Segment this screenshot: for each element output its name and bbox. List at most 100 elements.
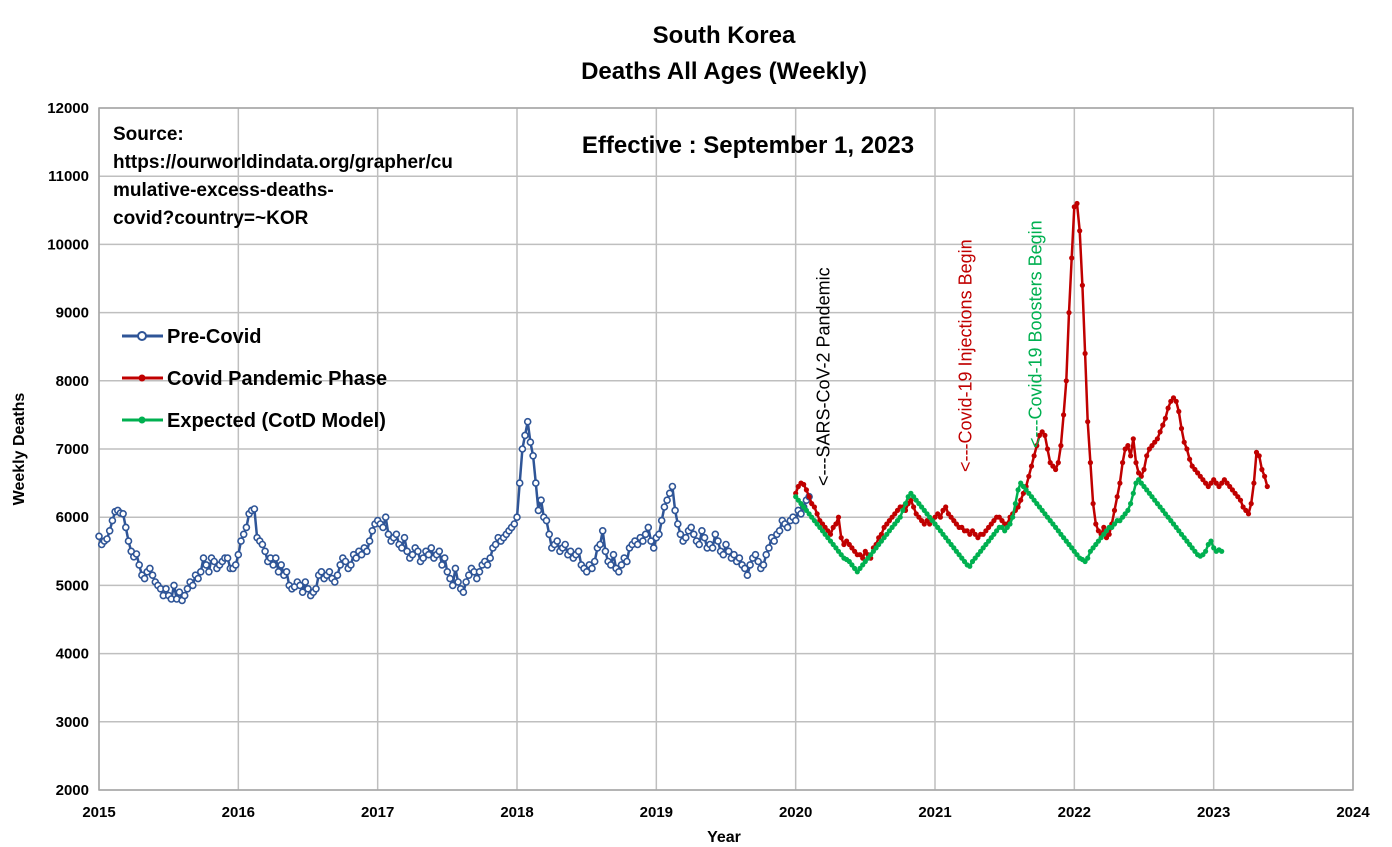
legend-item-covid-phase: Covid Pandemic Phase (122, 368, 387, 390)
x-tick-label: 2015 (82, 804, 115, 821)
data-point-covid-phase (803, 487, 810, 493)
data-point-pre-covid (655, 530, 663, 539)
data-point-covid-phase (1264, 483, 1270, 490)
data-point-pre-covid (234, 550, 243, 559)
data-point-covid-phase (1079, 282, 1085, 288)
data-point-pre-covid (146, 564, 154, 573)
data-point-pre-covid (103, 535, 111, 543)
y-tick-label: 6000 (56, 509, 89, 526)
data-point-covid-phase (1095, 528, 1101, 534)
data-point-covid-phase (1154, 436, 1160, 442)
data-point-pre-covid (663, 496, 671, 505)
data-point-pre-covid (352, 554, 361, 562)
data-point-covid-phase (1028, 463, 1035, 469)
legend-marker-expected (138, 416, 146, 424)
annotation-boosters-begin: <---Covid-19 Boosters Begin (1025, 220, 1045, 448)
x-tick-label: 2024 (1336, 804, 1370, 821)
data-point-pre-covid (183, 584, 192, 593)
data-point-covid-phase (1074, 200, 1080, 207)
data-point-pre-covid (708, 544, 717, 552)
data-point-pre-covid (695, 540, 704, 549)
data-point-pre-covid (105, 526, 114, 535)
legend-marker-pre-covid (137, 331, 147, 341)
data-point-pre-covid (135, 561, 143, 569)
data-point-covid-phase (1237, 497, 1244, 503)
y-tick-label: 4000 (56, 646, 89, 663)
data-point-pre-covid (762, 550, 771, 559)
data-point-pre-covid (574, 547, 583, 556)
data-point-pre-covid (170, 581, 178, 590)
data-point-covid-phase (1018, 497, 1024, 503)
data-point-pre-covid (341, 557, 350, 566)
data-point-covid-phase (1026, 473, 1032, 479)
data-point-covid-phase (1259, 466, 1265, 473)
data-point-pre-covid (775, 526, 784, 535)
data-point-pre-covid (518, 445, 527, 453)
data-point-pre-covid (510, 520, 519, 528)
data-point-pre-covid (676, 530, 685, 539)
data-point-pre-covid (722, 540, 730, 549)
data-point-pre-covid (665, 489, 674, 498)
data-point-pre-covid (162, 584, 170, 593)
data-point-expected (1101, 531, 1107, 537)
data-point-covid-phase (1256, 453, 1262, 459)
data-point-expected (967, 563, 973, 569)
data-point-pre-covid (724, 547, 733, 556)
grid (98, 107, 1354, 791)
series-expected (793, 477, 1225, 575)
x-tick-label: 2023 (1197, 804, 1230, 821)
data-point-pre-covid (397, 544, 406, 552)
data-point-expected (1128, 501, 1134, 507)
data-point-pre-covid (312, 584, 320, 593)
data-point-covid-phase (838, 535, 844, 541)
data-point-covid-phase (1042, 432, 1048, 438)
data-point-pre-covid (438, 561, 446, 569)
data-point-pre-covid (435, 547, 444, 556)
data-point-pre-covid (408, 550, 417, 559)
data-point-pre-covid (277, 561, 286, 569)
data-point-pre-covid (714, 537, 722, 545)
data-point-covid-phase (1044, 446, 1051, 452)
data-point-covid-phase (1087, 460, 1093, 466)
data-point-pre-covid (175, 588, 184, 597)
data-point-pre-covid (363, 547, 371, 556)
data-point-covid-phase (1144, 453, 1150, 459)
data-point-expected (902, 501, 909, 507)
data-point-pre-covid (258, 540, 267, 549)
data-point-pre-covid (108, 516, 117, 525)
data-point-pre-covid (440, 554, 449, 562)
data-point-pre-covid (239, 530, 248, 539)
data-point-pre-covid (202, 561, 210, 569)
data-point-pre-covid (282, 567, 291, 576)
data-point-covid-phase (1039, 429, 1045, 435)
data-point-expected (1149, 494, 1155, 500)
data-point-pre-covid (459, 588, 468, 597)
data-point-covid-phase (1034, 443, 1040, 449)
data-point-pre-covid (537, 496, 545, 505)
data-point-pre-covid (649, 544, 658, 552)
data-point-covid-phase (835, 514, 842, 520)
data-point-pre-covid (210, 557, 218, 566)
data-point-pre-covid (671, 506, 679, 515)
data-point-covid-phase (1031, 453, 1037, 459)
data-point-pre-covid (475, 567, 484, 576)
data-point-pre-covid (250, 505, 259, 513)
data-point-expected (849, 562, 855, 568)
data-point-pre-covid (140, 574, 149, 583)
effective-date: Effective : September 1, 2023 (582, 132, 914, 159)
data-point-expected (1208, 538, 1214, 544)
data-point-pre-covid (553, 537, 562, 545)
data-point-pre-covid (454, 578, 462, 586)
data-point-pre-covid (521, 431, 529, 440)
legend-label-pre-covid: Pre-Covid (167, 326, 261, 348)
data-point-expected (1176, 528, 1182, 534)
data-point-covid-phase (1165, 405, 1171, 411)
data-point-pre-covid (448, 581, 457, 590)
data-point-pre-covid (486, 554, 495, 562)
data-point-pre-covid (735, 554, 744, 562)
data-point-pre-covid (483, 561, 492, 569)
data-point-pre-covid (623, 557, 631, 566)
data-point-pre-covid (443, 567, 452, 576)
data-point-covid-phase (1082, 350, 1088, 357)
